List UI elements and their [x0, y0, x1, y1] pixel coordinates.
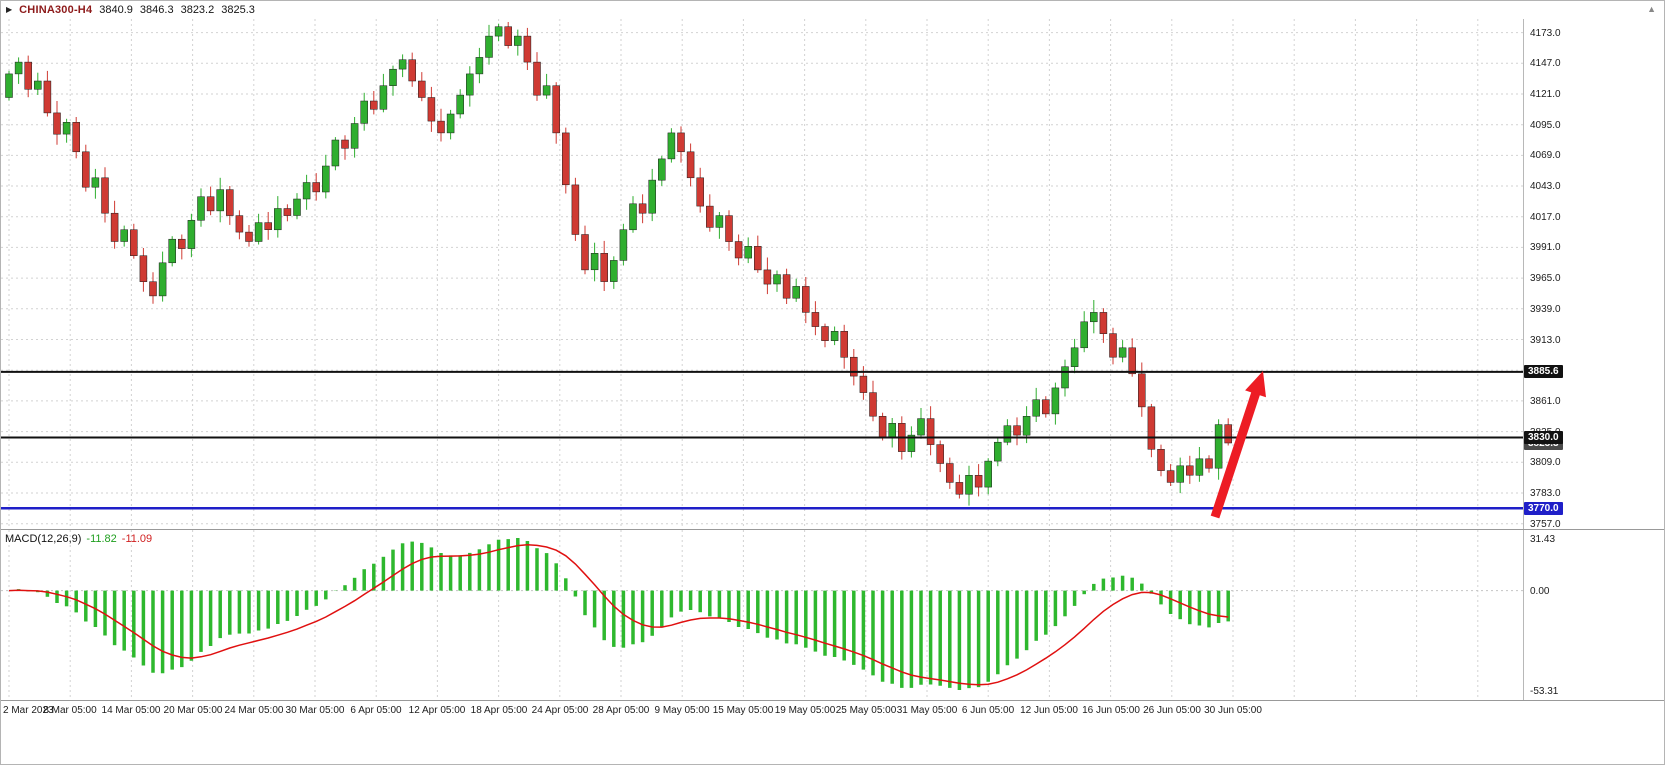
gridlines-layer	[1, 19, 1523, 529]
price-chart-panel[interactable]: 4173.0 4147.0 4121.0 4095.0 4069.0 4043.0 4017…	[1, 19, 1664, 530]
price-axis-tick: 4121.0	[1530, 89, 1561, 100]
macd-indicator-label: MACD(12,26,9) -11.82 -11.09	[5, 533, 152, 545]
price-axis-tick: 3809.0	[1530, 457, 1561, 468]
time-axis-label: 20 Mar 05:00	[163, 705, 223, 716]
symbol-dropdown-icon[interactable]: ▶	[6, 5, 13, 14]
time-axis-label: 12 Jun 05:00	[1020, 705, 1078, 716]
time-axis-label: 6 Jun 05:00	[961, 705, 1015, 716]
symbol-title: CHINA300-H4	[19, 4, 93, 16]
time-axis-label: 6 Apr 05:00	[350, 705, 402, 716]
time-axis-label: 28 Apr 05:00	[592, 705, 650, 716]
price-axis-tick: 4043.0	[1530, 181, 1561, 192]
time-axis-label: 25 May 05:00	[835, 705, 897, 716]
candlestick-chart[interactable]	[1, 19, 1523, 529]
price-level-badge[interactable]: 3885.6	[1524, 365, 1563, 378]
time-axis-label: 19 May 05:00	[774, 705, 836, 716]
time-axis-label: 30 Jun 05:00	[1204, 705, 1262, 716]
macd-panel[interactable]: MACD(12,26,9) -11.82 -11.09 31.43 0.00 -53.3…	[1, 529, 1664, 701]
chart-header: ▶ CHINA300-H4 3840.9 3846.3 3823.2 3825.…	[1, 1, 1664, 19]
ohlc-low-value: 3823.2	[180, 4, 215, 16]
time-axis-label: 24 Apr 05:00	[531, 705, 589, 716]
macd-axis-tick: 0.00	[1530, 586, 1550, 597]
macd-signal-value: -11.09	[121, 533, 153, 545]
time-axis-label: 12 Apr 05:00	[408, 705, 466, 716]
price-axis-tick: 3965.0	[1530, 273, 1561, 284]
time-axis: 2 Mar 2023 8 Mar 05:00 14 Mar 05:00 20 Mar …	[1, 701, 1664, 721]
macd-axis-tick: 31.43	[1530, 534, 1556, 545]
time-axis-label: 9 May 05:00	[654, 705, 710, 716]
ohlc-high-value: 3846.3	[139, 4, 174, 16]
macd-axis-tick: -53.31	[1530, 686, 1559, 697]
price-axis-tick: 3991.0	[1530, 242, 1561, 253]
price-axis-tick: 4069.0	[1530, 150, 1561, 161]
level-lines-layer	[1, 370, 1523, 510]
time-axis-label: 26 Jun 05:00	[1143, 705, 1201, 716]
time-axis-label: 18 Apr 05:00	[470, 705, 528, 716]
candles-layer	[5, 22, 1232, 506]
price-axis-tick: 4017.0	[1530, 212, 1561, 223]
price-level-badge[interactable]: 3830.0	[1524, 431, 1563, 444]
ohlc-close-value: 3825.3	[221, 4, 255, 16]
price-axis-tick: 4095.0	[1530, 120, 1561, 131]
price-axis[interactable]: 4173.0 4147.0 4121.0 4095.0 4069.0 4043.0 4017…	[1523, 19, 1664, 530]
price-axis-tick: 3939.0	[1530, 304, 1561, 315]
price-axis-tick: 3913.0	[1530, 335, 1561, 346]
chart-scroll-icon[interactable]: ▲	[1647, 4, 1656, 14]
macd-main-value: -11.82	[86, 533, 117, 545]
time-axis-label: 24 Mar 05:00	[224, 705, 284, 716]
time-axis-label: 14 Mar 05:00	[101, 705, 161, 716]
trend-arrow[interactable]	[1210, 371, 1266, 519]
macd-signal-line	[8, 543, 1229, 686]
price-axis-tick: 3861.0	[1530, 396, 1561, 407]
price-level-badge[interactable]: 3770.0	[1524, 502, 1563, 515]
price-axis-tick: 4147.0	[1530, 58, 1561, 69]
price-axis-tick: 3757.0	[1530, 519, 1561, 530]
time-axis-label: 16 Jun 05:00	[1082, 705, 1140, 716]
macd-axis: 31.43 0.00 -53.31	[1523, 530, 1664, 700]
macd-title: MACD(12,26,9)	[5, 533, 82, 545]
price-axis-tick: 4173.0	[1530, 28, 1561, 39]
macd-histogram	[16, 538, 1230, 690]
time-axis-label: 8 Mar 05:00	[43, 705, 97, 716]
macd-chart	[1, 530, 1523, 700]
time-axis-label: 2 Mar 2023	[3, 705, 54, 716]
time-axis-label: 15 May 05:00	[712, 705, 774, 716]
price-axis-tick: 3783.0	[1530, 488, 1561, 499]
time-axis-label: 31 May 05:00	[896, 705, 958, 716]
time-axis-label: 30 Mar 05:00	[285, 705, 345, 716]
ohlc-open-value: 3840.9	[99, 4, 133, 16]
